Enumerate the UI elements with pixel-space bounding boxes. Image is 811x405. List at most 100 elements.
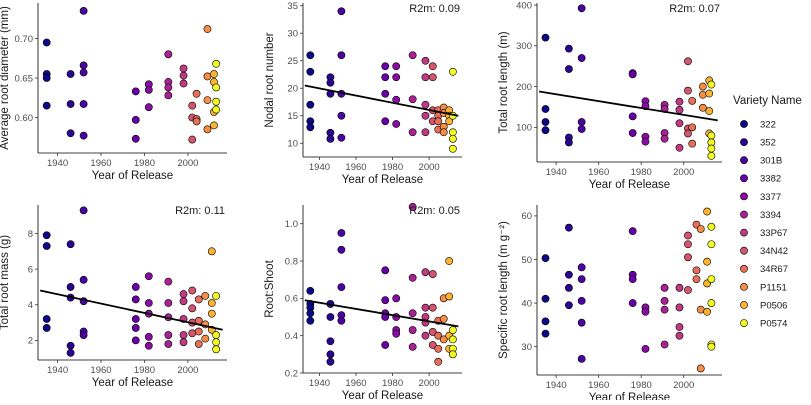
- y-tick-label: 0.4: [285, 331, 298, 342]
- data-point: [188, 304, 197, 313]
- x-axis-label: Year of Release: [92, 377, 173, 389]
- data-point: [675, 331, 684, 340]
- x-tick-label: 1940: [546, 167, 567, 178]
- data-point: [164, 299, 173, 307]
- data-point: [541, 33, 550, 42]
- data-point: [628, 70, 637, 79]
- x-tick-label: 2000: [419, 162, 440, 173]
- y-tick-label: 6: [28, 264, 33, 275]
- data-point: [381, 296, 390, 305]
- data-point: [164, 83, 173, 92]
- data-point: [326, 134, 335, 143]
- data-point: [210, 121, 218, 130]
- legend-swatch: [740, 192, 748, 201]
- data-point: [439, 128, 448, 137]
- data-point: [79, 6, 88, 15]
- legend-title: Variety Name: [733, 95, 802, 107]
- data-point: [326, 357, 335, 366]
- y-tick-label: 15: [287, 111, 298, 122]
- data-point: [42, 101, 51, 110]
- data-point: [144, 299, 153, 307]
- data-point: [628, 129, 637, 137]
- data-point: [707, 222, 716, 231]
- data-point: [381, 62, 390, 71]
- data-point: [381, 117, 390, 126]
- data-point: [131, 283, 140, 291]
- data-point: [179, 290, 188, 298]
- legend-label: 3382: [760, 174, 781, 185]
- data-point: [79, 61, 88, 70]
- y-tick-label: 30: [521, 342, 532, 353]
- data-point: [194, 327, 203, 336]
- data-point: [445, 257, 454, 265]
- x-tick-label: 1980: [631, 167, 652, 178]
- data-point: [179, 71, 188, 80]
- data-point: [421, 111, 430, 120]
- data-point: [381, 341, 390, 349]
- data-point: [707, 80, 716, 89]
- data-point: [337, 245, 346, 254]
- data-point: [66, 283, 75, 291]
- data-point: [641, 344, 650, 353]
- data-point: [541, 317, 550, 326]
- data-point: [705, 89, 714, 98]
- data-point: [577, 354, 586, 363]
- data-point: [408, 95, 417, 104]
- data-point: [203, 96, 212, 105]
- r2m-annotation: R2m: 0.11: [175, 205, 225, 217]
- y-axis-label: Root:Shoot: [264, 259, 276, 317]
- data-point: [707, 342, 716, 351]
- data-point: [144, 85, 153, 94]
- data-point: [675, 283, 684, 292]
- data-point: [201, 334, 210, 343]
- x-tick-label: 2000: [419, 378, 440, 389]
- data-point: [421, 268, 430, 277]
- data-point: [660, 340, 669, 349]
- data-point: [434, 117, 443, 126]
- data-point: [337, 111, 346, 120]
- x-tick-label: 1980: [134, 365, 155, 376]
- data-point: [641, 307, 650, 316]
- data-point: [194, 295, 203, 304]
- data-point: [707, 299, 716, 307]
- data-point: [696, 364, 705, 373]
- data-point: [439, 335, 448, 344]
- y-tick-label: 20: [287, 84, 298, 95]
- data-point: [42, 231, 51, 240]
- data-point: [188, 329, 197, 338]
- data-point: [306, 309, 315, 318]
- data-point: [688, 96, 697, 105]
- data-point: [421, 303, 430, 312]
- data-point: [131, 134, 140, 143]
- data-point: [577, 296, 586, 305]
- legend-swatch: [740, 138, 748, 146]
- data-point: [448, 350, 457, 359]
- r2m-annotation: R2m: 0.05: [409, 205, 460, 217]
- data-point: [408, 326, 417, 334]
- data-point: [326, 350, 335, 359]
- data-point: [577, 263, 586, 272]
- x-axis-label: Year of Release: [589, 179, 670, 191]
- r2m-annotation: R2m: 0.09: [409, 3, 460, 15]
- data-point: [131, 87, 140, 96]
- data-point: [306, 67, 315, 76]
- x-tick-label: 2000: [673, 167, 694, 178]
- legend-label: 3377: [760, 192, 781, 203]
- data-point: [212, 345, 221, 354]
- data-point: [381, 266, 390, 275]
- y-tick-label: 300: [516, 41, 532, 52]
- y-tick-label: 100: [516, 123, 532, 134]
- data-point: [392, 329, 401, 338]
- data-point: [164, 340, 173, 348]
- data-point: [705, 107, 714, 115]
- trend-line: [304, 299, 459, 328]
- data-point: [628, 112, 637, 121]
- data-point: [660, 134, 669, 143]
- data-point: [306, 286, 315, 295]
- data-point: [144, 332, 153, 341]
- data-point: [434, 357, 443, 366]
- data-point: [675, 323, 684, 331]
- data-point: [698, 90, 707, 99]
- x-tick-label: 1960: [588, 380, 609, 391]
- legend-swatch: [740, 228, 748, 237]
